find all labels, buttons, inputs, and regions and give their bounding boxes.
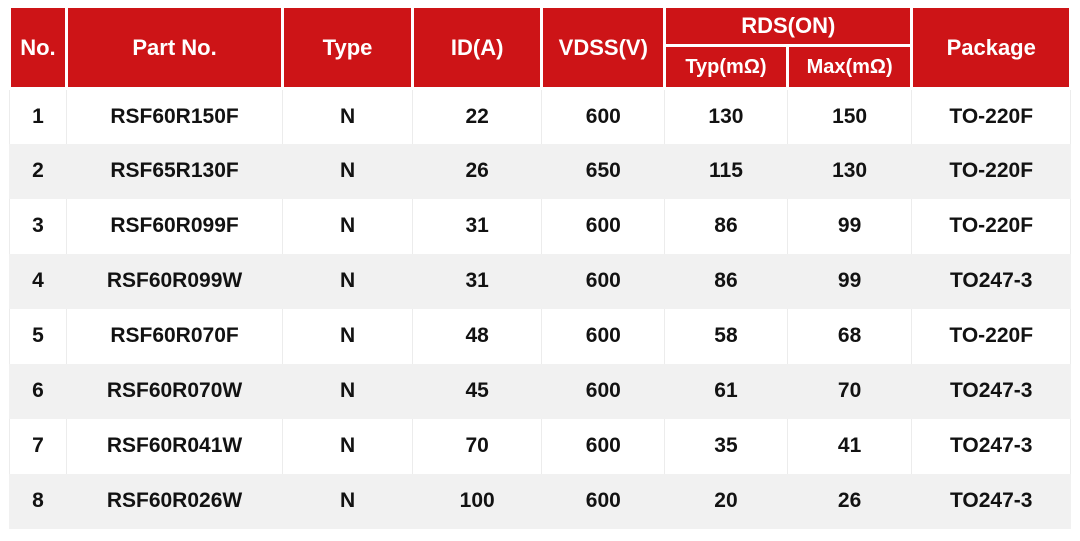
cell-rds-max: 99 (786, 198, 913, 254)
cell-vdss-v: 600 (541, 198, 666, 254)
cell-rds-max: 41 (786, 418, 913, 474)
cell-no: 8 (9, 473, 67, 529)
cell-type: N (282, 418, 413, 474)
cell-package: TO247-3 (911, 473, 1071, 529)
cell-vdss-v: 600 (541, 88, 666, 144)
table-row: 1 RSF60R150F N 22 600 130 150 TO-220F (9, 88, 1071, 144)
cell-vdss-v: 600 (541, 473, 666, 529)
header-type: Type (281, 5, 414, 90)
cell-id-a: 45 (411, 363, 543, 419)
cell-id-a: 26 (411, 143, 543, 199)
cell-rds-typ: 35 (664, 418, 788, 474)
header-no: No. (8, 5, 68, 90)
cell-package: TO247-3 (911, 418, 1071, 474)
cell-type: N (282, 253, 413, 309)
cell-package: TO247-3 (911, 253, 1071, 309)
cell-package: TO-220F (911, 308, 1071, 364)
table-body: 1 RSF60R150F N 22 600 130 150 TO-220F 2 RSF65R130… (9, 88, 1071, 529)
cell-rds-max: 70 (786, 363, 913, 419)
mosfet-spec-table-container: No. Part No. Type ID(A) VDSS(V) RDS(ON) … (8, 5, 1072, 529)
header-package: Package (910, 5, 1072, 90)
cell-package: TO-220F (911, 88, 1071, 144)
header-rds-max: Max(mΩ) (785, 44, 914, 90)
cell-id-a: 31 (411, 198, 543, 254)
header-id-a: ID(A) (410, 5, 544, 90)
cell-type: N (282, 363, 413, 419)
cell-rds-typ: 130 (664, 88, 788, 144)
table-row: 8 RSF60R026W N 100 600 20 26 TO247-3 (9, 473, 1071, 529)
mosfet-spec-table: No. Part No. Type ID(A) VDSS(V) RDS(ON) … (8, 5, 1072, 529)
cell-id-a: 31 (411, 253, 543, 309)
cell-vdss-v: 600 (541, 363, 666, 419)
table-row: 6 RSF60R070W N 45 600 61 70 TO247-3 (9, 363, 1071, 419)
cell-vdss-v: 600 (541, 253, 666, 309)
cell-vdss-v: 600 (541, 418, 666, 474)
cell-rds-max: 99 (786, 253, 913, 309)
cell-part-no: RSF60R070F (65, 308, 284, 364)
cell-no: 1 (9, 88, 67, 144)
table-row: 4 RSF60R099W N 31 600 86 99 TO247-3 (9, 253, 1071, 309)
header-vdss-v: VDSS(V) (540, 5, 667, 90)
cell-part-no: RSF60R041W (65, 418, 284, 474)
cell-rds-typ: 86 (664, 198, 788, 254)
cell-type: N (282, 198, 413, 254)
cell-id-a: 100 (411, 473, 543, 529)
cell-rds-max: 68 (786, 308, 913, 364)
cell-no: 5 (9, 308, 67, 364)
cell-part-no: RSF60R150F (65, 88, 284, 144)
cell-type: N (282, 473, 413, 529)
cell-rds-max: 150 (786, 88, 913, 144)
table-row: 3 RSF60R099F N 31 600 86 99 TO-220F (9, 198, 1071, 254)
cell-package: TO247-3 (911, 363, 1071, 419)
table-row: 5 RSF60R070F N 48 600 58 68 TO-220F (9, 308, 1071, 364)
cell-part-no: RSF60R099W (65, 253, 284, 309)
table-row: 2 RSF65R130F N 26 650 115 130 TO-220F (9, 143, 1071, 199)
header-rds-typ: Typ(mΩ) (663, 44, 789, 90)
cell-no: 4 (9, 253, 67, 309)
cell-id-a: 48 (411, 308, 543, 364)
cell-rds-max: 130 (786, 143, 913, 199)
cell-package: TO-220F (911, 143, 1071, 199)
cell-no: 2 (9, 143, 67, 199)
cell-part-no: RSF60R070W (65, 363, 284, 419)
cell-rds-typ: 20 (664, 473, 788, 529)
table-row: 7 RSF60R041W N 70 600 35 41 TO247-3 (9, 418, 1071, 474)
cell-rds-max: 26 (786, 473, 913, 529)
cell-type: N (282, 88, 413, 144)
cell-rds-typ: 86 (664, 253, 788, 309)
cell-no: 6 (9, 363, 67, 419)
header-part-no: Part No. (64, 5, 285, 90)
cell-type: N (282, 143, 413, 199)
cell-package: TO-220F (911, 198, 1071, 254)
cell-id-a: 22 (411, 88, 543, 144)
header-rds-on: RDS(ON) (663, 5, 914, 47)
cell-part-no: RSF60R026W (65, 473, 284, 529)
cell-part-no: RSF60R099F (65, 198, 284, 254)
table-header: No. Part No. Type ID(A) VDSS(V) RDS(ON) … (8, 5, 1072, 90)
cell-part-no: RSF65R130F (65, 143, 284, 199)
cell-rds-typ: 61 (664, 363, 788, 419)
cell-rds-typ: 115 (664, 143, 788, 199)
cell-vdss-v: 650 (541, 143, 666, 199)
cell-type: N (282, 308, 413, 364)
cell-rds-typ: 58 (664, 308, 788, 364)
cell-vdss-v: 600 (541, 308, 666, 364)
cell-no: 3 (9, 198, 67, 254)
cell-id-a: 70 (411, 418, 543, 474)
cell-no: 7 (9, 418, 67, 474)
